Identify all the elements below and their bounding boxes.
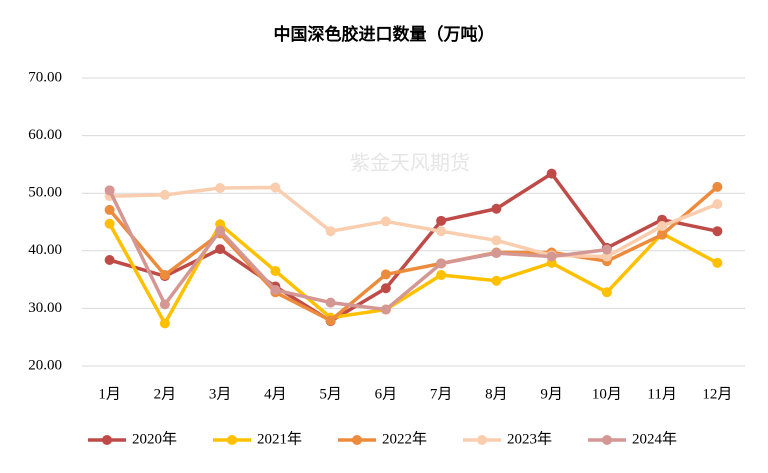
data-point xyxy=(712,226,723,237)
data-point xyxy=(712,181,723,192)
x-tick-label: 10月 xyxy=(592,386,622,402)
data-point xyxy=(270,284,281,295)
legend-label: 2024年 xyxy=(632,430,677,447)
watermark: 紫金天风期货 xyxy=(350,152,470,175)
x-tick-label: 4月 xyxy=(264,386,287,402)
data-point xyxy=(325,297,336,308)
legend-label: 2020年 xyxy=(132,430,177,447)
data-point xyxy=(436,226,447,237)
legend-marker xyxy=(227,435,237,445)
data-point xyxy=(104,185,115,196)
data-point xyxy=(104,204,115,215)
y-tick-label: 60.00 xyxy=(28,127,62,143)
chart-title: 中国深色胶进口数量（万吨） xyxy=(274,24,495,44)
series-line xyxy=(109,171,718,323)
data-point xyxy=(712,257,723,268)
x-tick-label: 6月 xyxy=(375,386,398,402)
series-line xyxy=(109,185,719,259)
data-point xyxy=(601,244,612,255)
x-tick-label: 8月 xyxy=(485,386,508,402)
data-point xyxy=(380,216,391,227)
x-tick-label: 9月 xyxy=(540,386,563,402)
data-point xyxy=(215,244,226,255)
x-tick-label: 1月 xyxy=(98,386,121,402)
x-tick-label: 2月 xyxy=(154,386,177,402)
data-point xyxy=(546,168,557,179)
legend-marker xyxy=(602,435,612,445)
y-tick-label: 30.00 xyxy=(28,300,62,316)
data-point xyxy=(270,265,281,276)
data-point xyxy=(436,258,447,269)
data-point xyxy=(601,287,612,298)
data-point xyxy=(215,225,226,236)
y-tick-label: 70.00 xyxy=(28,69,62,85)
legend-marker xyxy=(477,435,487,445)
x-tick-label: 7月 xyxy=(430,386,453,402)
data-point xyxy=(215,183,226,194)
data-point xyxy=(491,275,502,286)
legend-marker xyxy=(102,435,112,445)
y-tick-label: 40.00 xyxy=(28,242,62,258)
data-point xyxy=(657,221,668,232)
data-point xyxy=(546,251,557,262)
x-tick-label: 5月 xyxy=(319,386,342,402)
legend-label: 2021年 xyxy=(257,430,302,447)
data-point xyxy=(159,299,170,310)
legend-marker xyxy=(352,435,362,445)
x-tick-label: 3月 xyxy=(209,386,232,402)
x-tick-label: 11月 xyxy=(647,386,676,402)
y-tick-label: 20.00 xyxy=(28,357,62,373)
data-point xyxy=(380,283,391,294)
data-point xyxy=(159,269,170,280)
data-point xyxy=(491,203,502,214)
data-point xyxy=(380,269,391,280)
legend-label: 2022年 xyxy=(382,430,427,447)
series-line xyxy=(108,189,608,312)
data-point xyxy=(436,215,447,226)
data-point xyxy=(270,182,281,193)
data-point xyxy=(159,189,170,200)
data-point xyxy=(712,199,723,210)
y-tick-label: 50.00 xyxy=(28,185,62,201)
data-point xyxy=(325,226,336,237)
legend-label: 2023年 xyxy=(507,430,552,447)
data-point xyxy=(436,269,447,280)
data-point xyxy=(657,229,668,240)
data-point xyxy=(104,255,115,266)
data-point xyxy=(491,235,502,246)
data-point xyxy=(104,218,115,229)
x-tick-label: 12月 xyxy=(702,386,732,402)
data-point xyxy=(601,251,612,262)
data-point xyxy=(380,304,391,315)
data-point xyxy=(325,315,336,326)
data-point xyxy=(491,248,502,259)
data-point xyxy=(159,318,170,329)
